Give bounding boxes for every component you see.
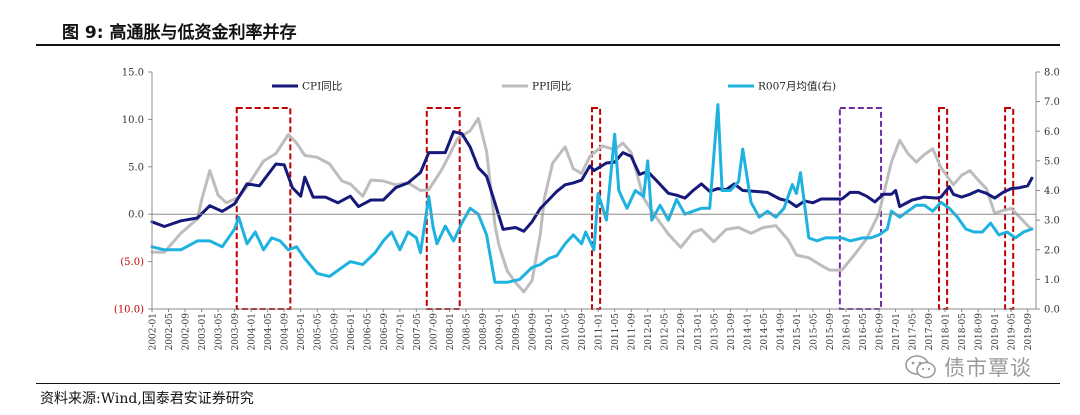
legend-label: CPI同比 [302, 80, 342, 93]
x-tick-label: 2004-09 [281, 313, 291, 351]
right-tick-label: 1.0 [1044, 275, 1060, 286]
x-axis-labels: 2002-01 2002-05 2002-09 2003-01 2003-05 2003-… [149, 313, 1035, 351]
legend-label: PPI同比 [532, 80, 571, 93]
x-tick-label: 2019-09 [1024, 313, 1034, 351]
x-tick-label: 2010-05 [562, 313, 572, 351]
x-tick-label: 2017-09 [925, 313, 935, 351]
figure-title: 图 9: 高通胀与低资金利率并存 [62, 23, 297, 43]
legend-label: R007月均值(右) [758, 80, 836, 93]
x-tick-label: 2018-01 [942, 313, 952, 350]
left-tick-label: (10.0) [114, 305, 144, 316]
x-tick-label: 2007-05 [413, 313, 423, 351]
watermark-text: 债市覃谈 [944, 356, 1032, 380]
right-tick-label: 5.0 [1044, 156, 1060, 167]
title-rule [36, 44, 1060, 46]
x-tick-label: 2009-09 [529, 313, 539, 351]
x-tick-label: 2009-01 [495, 313, 505, 350]
left-tick-label: (5.0) [120, 257, 144, 268]
right-tick-label: 7.0 [1044, 97, 1060, 108]
x-tick-label: 2016-09 [876, 313, 886, 351]
x-tick-label: 2002-09 [182, 313, 192, 351]
x-tick-label: 2006-09 [380, 313, 390, 351]
right-axis-labels: 8.0 7.0 6.0 5.0 4.0 3.0 2.0 1.0 0.0 [1044, 68, 1060, 316]
right-tick-label: 3.0 [1044, 216, 1060, 227]
left-axis-labels: 15.0 10.0 5.0 0.0 (5.0) (10.0) [114, 68, 144, 316]
x-tick-label: 2012-09 [677, 313, 687, 351]
highlight-box [838, 107, 883, 310]
series-lines [150, 103, 1034, 294]
x-tick-label: 2004-05 [264, 313, 274, 351]
right-tick-label: 2.0 [1044, 245, 1060, 256]
legend-item: R007月均值(右) [728, 80, 836, 93]
x-tick-label: 2011-01 [595, 313, 605, 350]
x-tick-label: 2019-01 [991, 313, 1001, 350]
series-line-r007 [150, 103, 1034, 284]
right-tick-label: 0.0 [1044, 305, 1060, 316]
highlight-box [937, 107, 949, 310]
right-tick-label: 4.0 [1044, 186, 1060, 197]
x-tick-label: 2005-05 [314, 313, 324, 351]
chart-legend: CPI同比 PPI同比 R007月均值(右) [272, 80, 836, 93]
x-tick-label: 2018-05 [958, 313, 968, 351]
x-tick-label: 2008-01 [446, 313, 456, 350]
left-tick-label: 10.0 [122, 115, 144, 126]
legend-item: CPI同比 [272, 80, 342, 93]
x-tick-label: 2008-05 [462, 313, 472, 351]
legend-item: PPI同比 [502, 80, 571, 93]
left-tick-label: 5.0 [128, 162, 144, 173]
source-rule [36, 383, 1060, 384]
x-tick-label: 2015-01 [793, 313, 803, 350]
x-tick-label: 2002-01 [149, 313, 159, 350]
x-tick-label: 2006-01 [347, 313, 357, 350]
left-tick-label: 0.0 [128, 210, 144, 221]
x-tick-label: 2012-01 [644, 313, 654, 350]
chart-axes [148, 71, 1040, 312]
x-tick-label: 2006-05 [363, 313, 373, 351]
highlight-box [591, 107, 602, 310]
x-tick-label: 2010-09 [578, 313, 588, 351]
x-tick-label: 2004-01 [248, 313, 258, 350]
highlight-boxes [235, 107, 1015, 310]
x-tick-label: 2015-09 [826, 313, 836, 351]
x-tick-label: 2009-05 [512, 313, 522, 351]
x-tick-label: 2003-09 [231, 313, 241, 351]
x-tick-label: 2012-05 [661, 313, 671, 351]
x-tick-label: 2013-01 [694, 313, 704, 350]
x-tick-label: 2014-05 [760, 313, 770, 351]
x-tick-label: 2016-05 [859, 313, 869, 351]
x-tick-label: 2013-09 [727, 313, 737, 351]
x-tick-label: 2017-05 [909, 313, 919, 351]
series-line-cpi [150, 130, 1034, 233]
x-tick-label: 2010-01 [545, 313, 555, 350]
x-tick-label: 2003-01 [198, 313, 208, 350]
x-tick-label: 2002-05 [165, 313, 175, 351]
x-tick-label: 2015-05 [809, 313, 819, 351]
x-tick-label: 2017-01 [892, 313, 902, 350]
source-note: 资料来源:Wind,国泰君安证券研究 [40, 391, 254, 407]
series-line-ppi [150, 117, 1034, 294]
x-tick-label: 2014-01 [743, 313, 753, 350]
wechat-icon [905, 355, 936, 379]
x-tick-label: 2005-01 [297, 313, 307, 350]
x-tick-label: 2007-09 [429, 313, 439, 351]
x-tick-label: 2007-01 [396, 313, 406, 350]
x-tick-label: 2014-09 [776, 313, 786, 351]
x-tick-label: 2018-09 [975, 313, 985, 351]
left-tick-label: 15.0 [122, 68, 144, 79]
x-tick-label: 2005-09 [330, 313, 340, 351]
right-tick-label: 8.0 [1044, 68, 1060, 79]
right-tick-label: 6.0 [1044, 127, 1060, 138]
x-tick-label: 2016-01 [842, 313, 852, 350]
x-tick-label: 2019-05 [1008, 313, 1018, 351]
x-tick-label: 2003-05 [215, 313, 225, 351]
x-tick-label: 2011-05 [611, 313, 621, 351]
x-tick-label: 2013-05 [710, 313, 720, 351]
highlight-box [235, 107, 292, 310]
x-tick-label: 2011-09 [628, 313, 638, 351]
chart-canvas: 15.0 10.0 5.0 0.0 (5.0) (10.0) 8.0 7.0 6.0 5.0 4.… [114, 68, 1060, 351]
watermark: 债市覃谈 [904, 352, 1032, 382]
x-tick-label: 2008-09 [479, 313, 489, 351]
